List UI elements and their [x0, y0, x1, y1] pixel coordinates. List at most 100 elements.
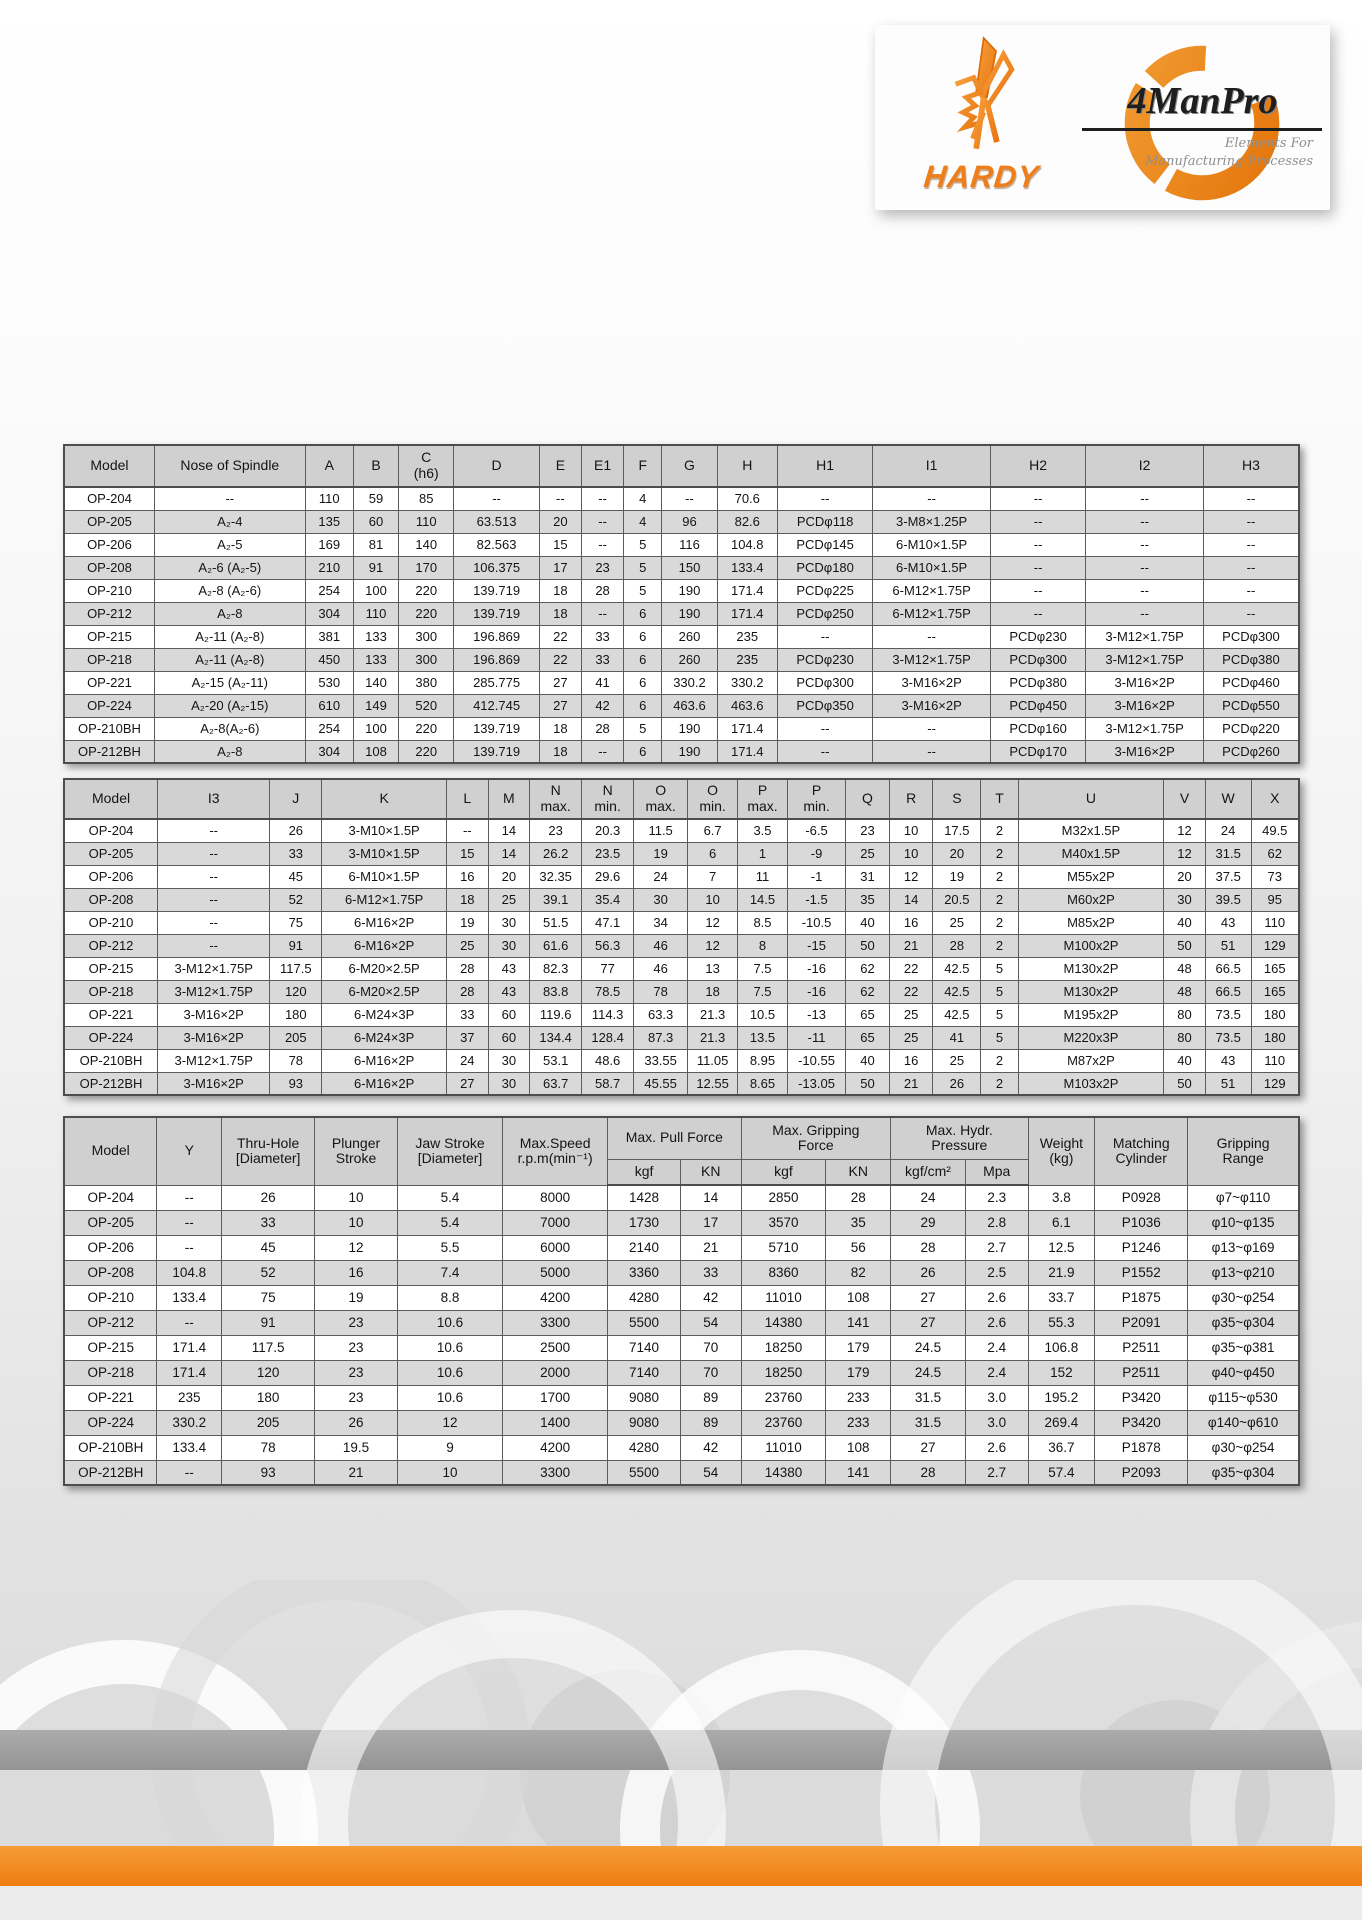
table-cell: 120	[221, 1359, 316, 1386]
table-cell: 106.8	[1027, 1334, 1096, 1361]
table-cell: 50	[845, 933, 890, 958]
column-header: T	[980, 778, 1019, 820]
table-cell: 2	[980, 841, 1019, 866]
table-cell: M220x3P	[1017, 1025, 1165, 1050]
table-cell: 33	[446, 1002, 489, 1027]
table-cell: 5500	[607, 1309, 681, 1336]
table-cell: OP-224	[63, 1409, 158, 1436]
table-cell: 6-M10×1.5P	[872, 555, 991, 580]
table-cell: OP-205	[63, 509, 155, 534]
table-cell: --	[1202, 486, 1300, 511]
table-cell: 16	[446, 864, 489, 889]
table-cell: 25	[888, 1025, 934, 1050]
column-header: Mpa	[964, 1158, 1029, 1186]
table-cell: 179	[825, 1359, 892, 1386]
table-cell: -16	[786, 979, 847, 1004]
table-cell: 28	[890, 1234, 966, 1261]
table-cell: 116	[661, 532, 718, 557]
table-cell: 23	[314, 1359, 398, 1386]
table-row: OP-210 -- 75 6-M16×2P 19 30 51.5 47.1 34 12 8.5 -10…	[63, 910, 1300, 935]
table-cell: 50	[845, 1071, 890, 1096]
table-cell: OP-218	[63, 979, 159, 1004]
table-cell: P0928	[1094, 1184, 1189, 1211]
table-cell: 10	[314, 1184, 398, 1211]
table-cell: 18	[446, 887, 489, 912]
table-cell: 42	[679, 1284, 742, 1311]
table-cell: 10.6	[396, 1359, 504, 1386]
table-cell: 3-M16×2P	[157, 1002, 271, 1027]
column-header: Thru-Hole [Diameter]	[221, 1116, 316, 1186]
table-cell: 91	[352, 555, 400, 580]
table-cell: OP-215	[63, 624, 155, 649]
table-cell: 6.1	[1027, 1209, 1096, 1236]
table-cell: 53.1	[529, 1048, 583, 1073]
table-cell: 10	[396, 1459, 504, 1486]
table-cell: 114.3	[581, 1002, 635, 1027]
table-cell: OP-224	[63, 1025, 159, 1050]
table-cell: 73.5	[1204, 1025, 1252, 1050]
table-cell: 81	[352, 532, 400, 557]
table-row: OP-208 -- 52 6-M12×1.75P 18 25 39.1 35.4 30 10 14.…	[63, 887, 1300, 912]
table-cell: 117.5	[221, 1334, 316, 1361]
table-cell: 2	[980, 818, 1019, 843]
table-row: OP-212BH -- 93 21 10 3300 5500 54 14380 141 28 2.7 5…	[63, 1459, 1300, 1486]
table-cell: PCDφ380	[989, 670, 1087, 695]
table-cell: 463.6	[661, 693, 718, 718]
column-header: P max.	[737, 778, 788, 820]
table-cell: --	[157, 887, 271, 912]
table-cell: -9	[786, 841, 847, 866]
manpro-swirl-icon	[1124, 45, 1280, 201]
table-cell: 70.6	[716, 486, 778, 511]
table-cell: 3-M12×1.75P	[157, 956, 271, 981]
table-cell: 23760	[740, 1409, 827, 1436]
table-cell: 5	[623, 555, 663, 580]
header-row: Model I3 J K L M N max. N min. O max. O min. P max…	[63, 778, 1300, 820]
column-header: I3	[157, 778, 271, 820]
table-cell: 330.2	[716, 670, 778, 695]
table-cell: 530	[304, 670, 354, 695]
table-cell: 6	[623, 670, 663, 695]
table-cell: 16	[314, 1259, 398, 1286]
table-cell: 3-M16×2P	[872, 670, 991, 695]
table-cell: PCDφ300	[989, 647, 1087, 672]
table-cell: 12.5	[1027, 1234, 1096, 1261]
table-cell: --	[776, 486, 874, 511]
table-cell: 63.7	[529, 1071, 583, 1096]
table-cell: 5	[980, 979, 1019, 1004]
table-cell: 2	[980, 887, 1019, 912]
table-cell: 133	[352, 624, 400, 649]
table-cell: 30	[633, 887, 689, 912]
table-cell: --	[776, 739, 874, 764]
header-row: Model Y Thru-Hole [Diameter] Plunger Stroke…	[63, 1116, 1300, 1186]
table-cell: 3-M16×2P	[1085, 739, 1204, 764]
table-cell: 10.5	[737, 1002, 788, 1027]
table-cell: PCDφ250	[776, 601, 874, 626]
table-cell: OP-212	[63, 1309, 158, 1336]
table-cell: 330.2	[156, 1409, 223, 1436]
table-cell: --	[872, 624, 991, 649]
spindle-dimensions-table-2: Model I3 J K L M N max. N min. O max. O min. P max…	[63, 778, 1300, 1096]
table-cell: φ115~φ530	[1187, 1384, 1300, 1411]
table-cell: -1	[786, 864, 847, 889]
table-cell: 3-M12×1.75P	[157, 979, 271, 1004]
table-cell: 3-M16×2P	[157, 1071, 271, 1096]
manpro-tagline-line2: Manufacturing Processes	[1145, 153, 1313, 169]
table-cell: PCDφ380	[1202, 647, 1300, 672]
table-cell: A₂-5	[153, 532, 306, 557]
table-cell: 82	[825, 1259, 892, 1286]
table-cell: 6-M12×1.75P	[872, 601, 991, 626]
spindle-dimensions-table-1: Model Nose of Spindle A B C (h6) D E E1 F G H H1 I1 H…	[63, 444, 1300, 764]
table-cell: 31	[845, 864, 890, 889]
table-cell: 26	[314, 1409, 398, 1436]
table-cell: OP-224	[63, 693, 155, 718]
table-cell: 19	[446, 910, 489, 935]
table-cell: 24	[633, 864, 689, 889]
table-cell: 381	[304, 624, 354, 649]
table-row: OP-218 A₂-11 (A₂-8) 450 133 300 196.869 22 33 6 2…	[63, 647, 1300, 672]
column-header: kgf	[607, 1158, 681, 1186]
table-row: OP-221 3-M16×2P 180 6-M24×3P 33 60 119.6 114.3 6…	[63, 1002, 1300, 1027]
table-cell: 66.5	[1204, 956, 1252, 981]
table-cell: --	[1085, 509, 1204, 534]
table-row: OP-212BH A₂-8 304 108 220 139.719 18 -- 6 190 171.…	[63, 739, 1300, 764]
table-cell: A₂-11 (A₂-8)	[153, 624, 306, 649]
